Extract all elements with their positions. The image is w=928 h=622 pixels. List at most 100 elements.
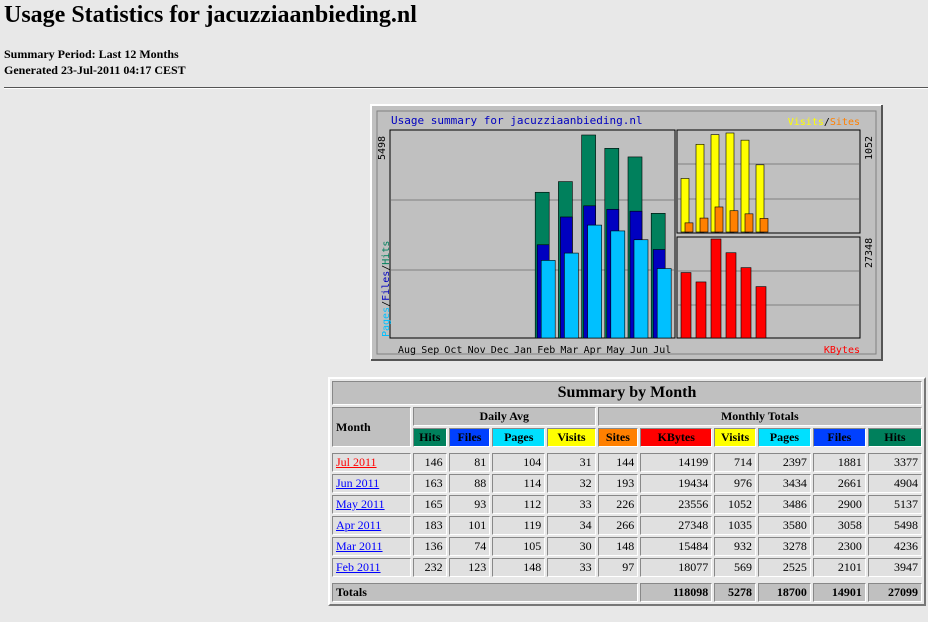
value-cell: 31 (547, 453, 596, 472)
bar (759, 218, 769, 233)
value-cell: 183 (412, 516, 447, 535)
bar (725, 252, 737, 339)
value-cell: 146 (412, 453, 447, 472)
value-cell: 148 (597, 537, 639, 556)
totals-label: Totals (332, 583, 639, 602)
value-cell: 93 (448, 495, 491, 514)
spacer (332, 579, 922, 581)
divider (4, 87, 928, 89)
bar (633, 239, 649, 339)
value-cell: 119 (492, 516, 546, 535)
value-cell: 714 (714, 453, 756, 472)
value-cell: 3486 (757, 495, 811, 514)
month-link[interactable]: Jul 2011 (336, 455, 377, 469)
column-row: Hits Files Pages Visits Sites KBytes Visits Pag… (332, 428, 922, 447)
table-title: Summary by Month (332, 381, 922, 405)
month-label: Feb (537, 345, 555, 356)
value-cell: 104 (492, 453, 546, 472)
value-cell: 1881 (812, 453, 866, 472)
value-cell: 976 (714, 474, 756, 493)
value-cell: 114 (492, 474, 546, 493)
visits-max: 1052 (864, 136, 875, 160)
value-cell: 3058 (812, 516, 866, 535)
month-link[interactable]: Apr 2011 (336, 518, 382, 532)
month-label: Jul (653, 345, 671, 356)
value-cell: 932 (714, 537, 756, 556)
summary-table: Summary by Month Month Daily Avg Monthly To… (328, 377, 926, 606)
spacer (332, 579, 922, 581)
column-header: Hits (867, 428, 922, 447)
value-cell: 144 (597, 453, 639, 472)
column-header: Sites (597, 428, 639, 447)
month-label: May (607, 345, 625, 356)
month-link[interactable]: Mar 2011 (336, 539, 383, 553)
legend-entry: Sites (830, 117, 860, 128)
month-cell: Mar 2011 (332, 537, 411, 556)
group-header: Monthly Totals (597, 407, 922, 426)
value-cell: 136 (412, 537, 447, 556)
bar (610, 230, 626, 339)
month-link[interactable]: Feb 2011 (336, 560, 381, 574)
month-cell: Apr 2011 (332, 516, 411, 535)
month-label: Dec (491, 345, 509, 356)
usage-graph: Usage summary for jacuzziaanbieding.nl 5… (370, 104, 883, 361)
totals-value: 118098 (640, 583, 713, 602)
column-header: KBytes (640, 428, 713, 447)
value-cell: 88 (448, 474, 491, 493)
month-header: Month (332, 407, 411, 447)
month-link[interactable]: May 2011 (336, 497, 385, 511)
value-cell: 226 (597, 495, 639, 514)
value-cell: 97 (597, 558, 639, 577)
month-label: Sep (421, 345, 439, 356)
column-header: Visits (547, 428, 596, 447)
value-cell: 105 (492, 537, 546, 556)
title-row: Summary by Month (332, 381, 922, 405)
month-row: Jul 2011 146 81 104 31 144 14199 714 2397 1881 337… (332, 453, 922, 472)
bar (656, 268, 672, 339)
value-cell: 163 (412, 474, 447, 493)
group-row: Month Daily Avg Monthly Totals (332, 407, 922, 447)
totals-value: 14901 (812, 583, 866, 602)
value-cell: 27348 (640, 516, 713, 535)
value-cell: 1035 (714, 516, 756, 535)
value-cell: 1052 (714, 495, 756, 514)
bar (744, 213, 754, 233)
left-legend: Pages/Files/Hits (381, 241, 392, 337)
value-cell: 123 (448, 558, 491, 577)
month-row: Apr 2011 183 101 119 34 266 27348 1035 3580 3058 5… (332, 516, 922, 535)
month-label: Nov (468, 345, 486, 356)
value-cell: 112 (492, 495, 546, 514)
column-header: Visits (714, 428, 756, 447)
value-cell: 101 (448, 516, 491, 535)
month-link[interactable]: Jun 2011 (336, 476, 380, 490)
value-cell: 34 (547, 516, 596, 535)
bar (714, 206, 724, 233)
value-cell: 18077 (640, 558, 713, 577)
summary-period: Summary Period: Last 12 Months (4, 47, 179, 61)
bar (755, 286, 767, 339)
value-cell: 23556 (640, 495, 713, 514)
month-label: Oct (444, 345, 462, 356)
plot-left (389, 129, 676, 339)
month-row: Feb 2011 232 123 148 33 97 18077 569 2525 2101 394… (332, 558, 922, 577)
legend-entry: Hits (381, 241, 392, 265)
plot-kbytes (676, 236, 861, 339)
plot-visits (676, 129, 861, 234)
value-cell: 5137 (867, 495, 922, 514)
value-cell: 4236 (867, 537, 922, 556)
value-cell: 193 (597, 474, 639, 493)
value-cell: 33 (547, 495, 596, 514)
bar (695, 281, 707, 339)
value-cell: 3580 (757, 516, 811, 535)
hits-max: 5498 (377, 136, 388, 160)
totals-value: 27099 (867, 583, 922, 602)
value-cell: 2101 (812, 558, 866, 577)
bar (680, 272, 692, 339)
column-header: Hits (412, 428, 447, 447)
value-cell: 569 (714, 558, 756, 577)
value-cell: 148 (492, 558, 546, 577)
month-cell: Feb 2011 (332, 558, 411, 577)
value-cell: 3377 (867, 453, 922, 472)
month-row: Jun 2011 163 88 114 32 193 19434 976 3434 2661 490… (332, 474, 922, 493)
